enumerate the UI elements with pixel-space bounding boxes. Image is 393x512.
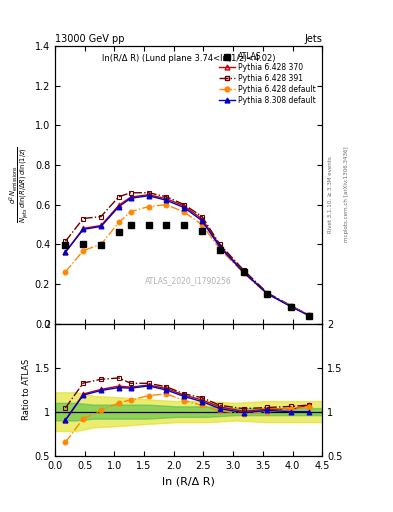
Text: ln(R/Δ R) (Lund plane 3.74<ln(1/z)<4.02): ln(R/Δ R) (Lund plane 3.74<ln(1/z)<4.02) bbox=[102, 54, 275, 63]
Y-axis label: Ratio to ATLAS: Ratio to ATLAS bbox=[22, 359, 31, 420]
Text: 13000 GeV pp: 13000 GeV pp bbox=[55, 34, 125, 44]
Text: Jets: Jets bbox=[305, 34, 322, 44]
Text: mcplots.cern.ch [arXiv:1306.3436]: mcplots.cern.ch [arXiv:1306.3436] bbox=[344, 147, 349, 242]
Text: ATLAS_2020_I1790256: ATLAS_2020_I1790256 bbox=[145, 276, 232, 285]
Text: Rivet 3.1.10, ≥ 3.3M events: Rivet 3.1.10, ≥ 3.3M events bbox=[328, 156, 333, 233]
Y-axis label: $\frac{d^2 N_{\mathrm{emissions}}}{N_{\mathrm{jets}}\,d\ln(R/\Delta R)\,d\ln(1/z: $\frac{d^2 N_{\mathrm{emissions}}}{N_{\m… bbox=[7, 146, 31, 223]
Legend: ATLAS, Pythia 6.428 370, Pythia 6.428 391, Pythia 6.428 default, Pythia 8.308 de: ATLAS, Pythia 6.428 370, Pythia 6.428 39… bbox=[217, 50, 318, 107]
X-axis label: ln (R/Δ R): ln (R/Δ R) bbox=[162, 476, 215, 486]
